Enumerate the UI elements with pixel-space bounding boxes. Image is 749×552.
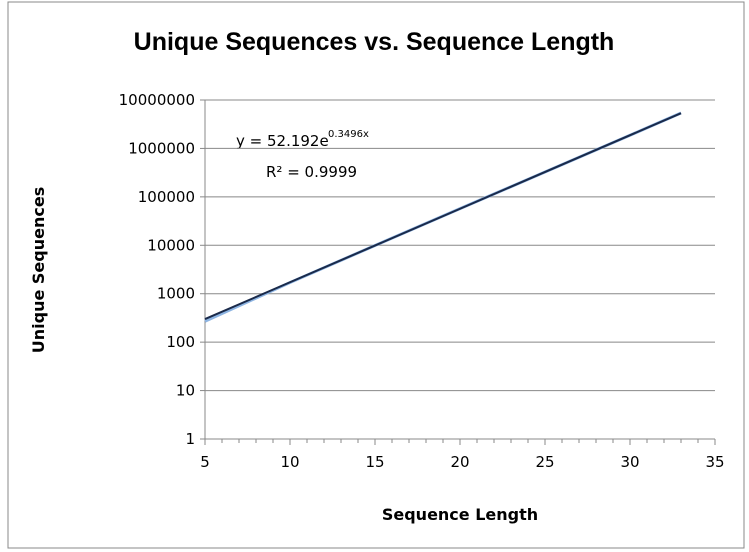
x-axis-label: Sequence Length <box>382 505 538 524</box>
data-line <box>204 112 682 320</box>
y-tick-label: 100 <box>166 333 195 351</box>
x-tick-label: 25 <box>535 453 554 471</box>
y-tick-label: 10000 <box>147 236 195 254</box>
y-tick-label: 1000000 <box>128 139 195 157</box>
y-axis-label: Unique Sequences <box>29 187 48 353</box>
y-tick-label: 10 <box>176 382 195 400</box>
y-tick-label: 10000000 <box>119 91 195 109</box>
equation-exponent: 0.3496x <box>328 129 369 140</box>
chart-title: Unique Sequences vs. Sequence Length <box>134 28 615 56</box>
y-tick-label: 100000 <box>138 188 195 206</box>
equation: y = 52.192e <box>236 132 329 150</box>
chart-frame <box>7 1 745 549</box>
x-tick-label: 15 <box>365 453 384 471</box>
x-tick-label: 20 <box>450 453 469 471</box>
y-tick-label: 1 <box>185 430 195 448</box>
y-tick-label: 1000 <box>157 285 195 303</box>
x-tick-label: 35 <box>705 453 724 471</box>
x-tick-label: 30 <box>620 453 639 471</box>
x-tick-label: 5 <box>200 453 210 471</box>
r-squared: R² = 0.9999 <box>266 163 357 181</box>
x-tick-label: 10 <box>280 453 299 471</box>
